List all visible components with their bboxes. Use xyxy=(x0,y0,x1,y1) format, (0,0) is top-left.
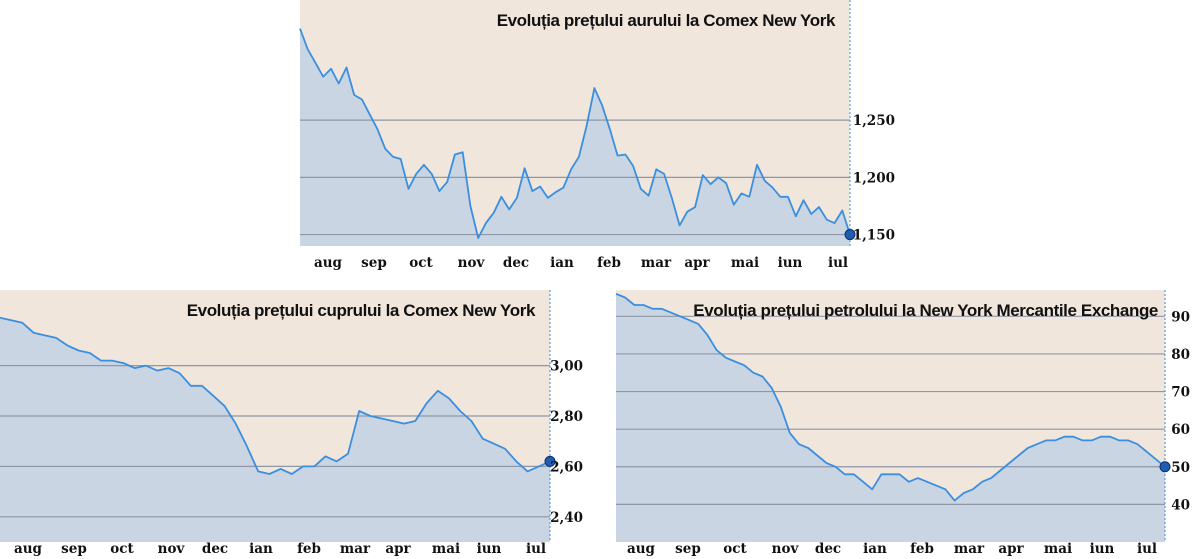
area-fill xyxy=(300,28,850,246)
x-tick-label: nov xyxy=(458,255,486,271)
y-tick-label: 2,80 xyxy=(550,409,583,425)
chart-title: Evoluția prețului aurului la Comex New Y… xyxy=(497,11,836,30)
chart-title: Evoluția prețului petrolului la New York… xyxy=(693,301,1158,320)
x-tick-label: sep xyxy=(361,255,387,271)
plot-area xyxy=(615,290,1171,542)
x-tick-label: ian xyxy=(550,255,574,271)
y-tick-label: 80 xyxy=(1171,347,1190,363)
x-tick-label: iul xyxy=(1137,541,1157,557)
x-tick-label: nov xyxy=(772,541,800,557)
area-fill xyxy=(0,317,550,542)
x-tick-label: iun xyxy=(1090,541,1115,557)
chart-gold-svg: 1,150 1,200 1,250 aug sep oct nov dec ian feb mar a… xyxy=(299,0,895,271)
y-tick-label: 90 xyxy=(1171,309,1190,325)
x-tick-label: mai xyxy=(432,541,460,557)
y-tick-label: 50 xyxy=(1171,460,1190,476)
area-fill xyxy=(616,293,1165,542)
chart-oil-svg: 40 50 60 70 80 90 aug sep oct nov dec ian feb mar apr m… xyxy=(615,290,1190,557)
x-tick-label: sep xyxy=(61,541,87,557)
series-line xyxy=(0,316,551,475)
x-tick-label: dec xyxy=(202,541,228,557)
chart-oil-price: 40 50 60 70 80 90 aug sep oct nov dec ian feb mar apr m… xyxy=(600,285,1200,559)
y-tick-label: 2,40 xyxy=(550,510,583,526)
x-tick-label: mar xyxy=(340,541,371,557)
series-line xyxy=(299,28,851,239)
x-tick-label: apr xyxy=(998,541,1024,557)
x-tick-label: nov xyxy=(158,541,186,557)
last-value-marker xyxy=(844,229,856,241)
y-tick-label: 60 xyxy=(1171,422,1190,438)
plot-area xyxy=(299,0,856,246)
x-tick-label: mar xyxy=(954,541,985,557)
y-tick-label: 1,250 xyxy=(853,113,895,129)
x-tick-label: mar xyxy=(641,255,672,271)
chart-copper-svg: 2,40 2,60 2,80 3,00 aug sep oct nov dec ian feb mar… xyxy=(0,290,583,557)
last-value-marker xyxy=(544,455,556,467)
x-tick-label: mai xyxy=(731,255,759,271)
x-tick-label: ian xyxy=(863,541,887,557)
chart-copper-price: 2,40 2,60 2,80 3,00 aug sep oct nov dec ian feb mar… xyxy=(0,285,600,559)
x-tick-label: oct xyxy=(723,541,747,557)
x-tick-label: iun xyxy=(477,541,502,557)
plot-area xyxy=(0,290,556,542)
x-tick-label: feb xyxy=(597,255,621,271)
x-tick-label: aug xyxy=(14,541,43,557)
y-tick-label: 1,200 xyxy=(853,170,895,186)
x-tick-label: ian xyxy=(249,541,273,557)
x-tick-label: aug xyxy=(314,255,343,271)
chart-title: Evoluția prețului cuprului la Comex New … xyxy=(187,301,536,320)
x-tick-label: mai xyxy=(1044,541,1072,557)
y-tick-label: 3,00 xyxy=(550,359,583,375)
x-tick-label: iul xyxy=(526,541,546,557)
x-tick-label: dec xyxy=(503,255,529,271)
x-tick-label: dec xyxy=(815,541,841,557)
x-tick-label: apr xyxy=(385,541,411,557)
x-tick-label: iun xyxy=(778,255,803,271)
x-tick-label: oct xyxy=(409,255,433,271)
x-tick-label: apr xyxy=(684,255,710,271)
x-tick-label: iul xyxy=(828,255,848,271)
last-value-marker xyxy=(1159,461,1171,473)
x-tick-label: feb xyxy=(910,541,934,557)
x-tick-label: oct xyxy=(110,541,134,557)
x-tick-label: aug xyxy=(627,541,656,557)
chart-gold-price: 1,150 1,200 1,250 aug sep oct nov dec ian feb mar a… xyxy=(299,0,895,271)
series-line xyxy=(615,292,1166,502)
y-tick-label: 1,150 xyxy=(853,228,895,244)
x-tick-label: feb xyxy=(297,541,321,557)
y-tick-label: 2,60 xyxy=(550,459,583,475)
y-tick-label: 40 xyxy=(1171,497,1190,513)
y-tick-label: 70 xyxy=(1171,385,1190,401)
x-tick-label: sep xyxy=(675,541,701,557)
